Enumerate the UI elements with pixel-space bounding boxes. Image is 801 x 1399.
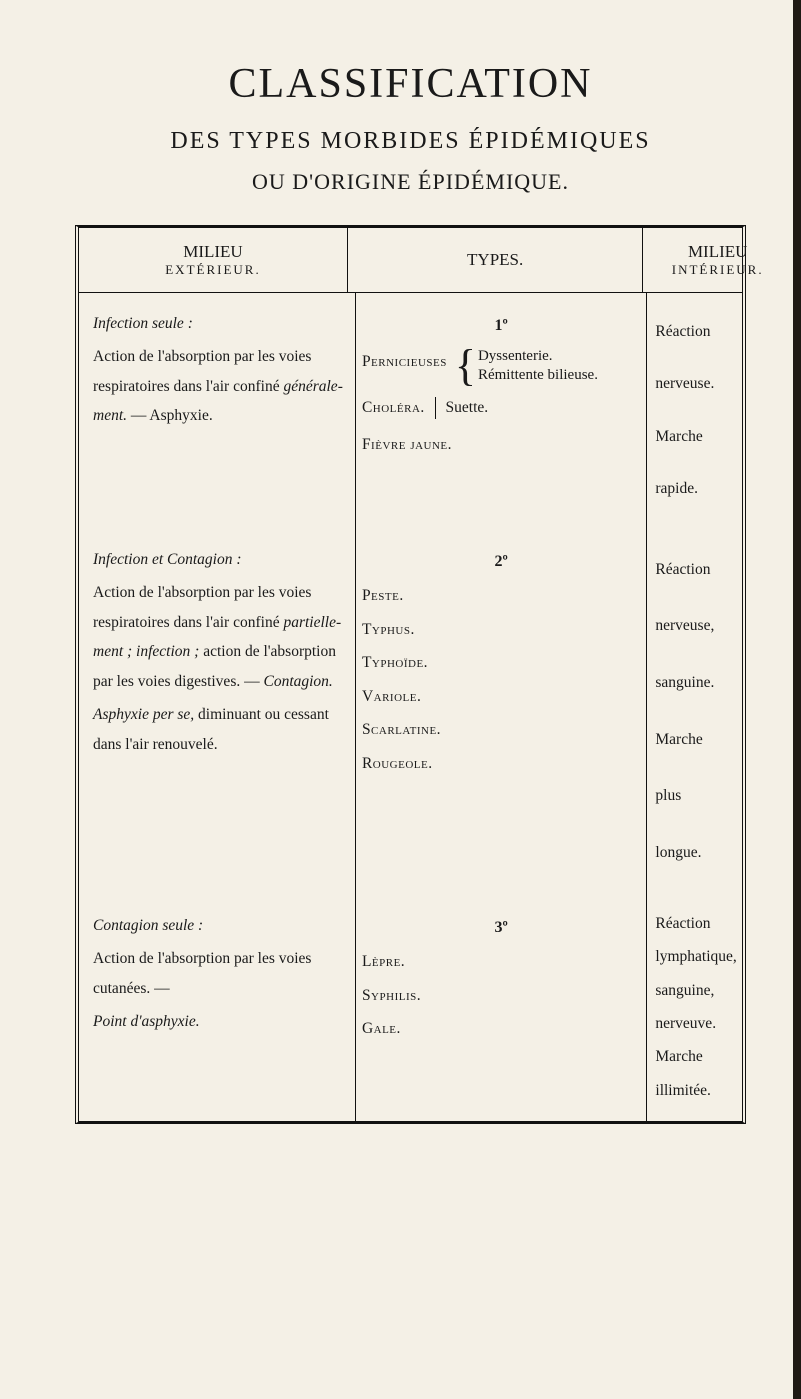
text: lymphatique, <box>655 942 788 971</box>
text: — Asphyxie. <box>127 407 213 424</box>
item: Syphilis. <box>362 981 640 1010</box>
text: Action de l'absorption par les voies res… <box>93 584 311 630</box>
text: Marche <box>655 422 788 451</box>
header-text: MILIEU <box>87 242 339 262</box>
item: Gale. <box>362 1014 640 1043</box>
brace-group: { Dyssenterie. Rémittente bilieuse. <box>453 347 598 385</box>
text: Asphyxie per se, dimi­nuant ou cessant d… <box>93 700 345 759</box>
text: Infection seule : <box>93 309 345 338</box>
sec3-col1: Contagion seule : Action de l'absorption… <box>79 895 356 1121</box>
label: Choléra. <box>362 399 425 416</box>
text: Suette. <box>446 399 489 416</box>
text: Fièvre jaune. <box>362 430 640 459</box>
label: Pernicieuses <box>362 347 447 376</box>
pernicieuses-row: Pernicieuses { Dyssenterie. Rémittente b… <box>362 347 640 385</box>
sec1-col2: 1º Pernicieuses { Dyssenterie. Rémittent… <box>356 293 647 529</box>
divider-icon <box>435 397 436 419</box>
text: sanguine. <box>655 668 788 697</box>
text: plus <box>655 781 788 810</box>
text: longue. <box>655 838 788 867</box>
title-main: CLASSIFICATION <box>75 60 746 108</box>
text: Action de l'absorption par les voies res… <box>93 348 311 394</box>
section-marker: 3º <box>362 907 640 943</box>
sec2-col2: 2º Peste. Typhus. Typhoïde. Variole. Sca… <box>356 529 647 895</box>
text: Action de l'absorption par les voies res… <box>93 342 345 430</box>
text: Point d'asphyxie. <box>93 1007 345 1036</box>
item: Typhoïde. <box>362 648 640 677</box>
section-2: Infection et Contagion : Action de l'abs… <box>79 529 742 895</box>
page: CLASSIFICATION DES TYPES MORBIDES ÉPIDÉM… <box>0 0 801 1399</box>
scan-edge <box>793 0 801 1399</box>
header-types: TYPES. <box>348 228 643 292</box>
text: nerveuse, <box>655 611 788 640</box>
item: Peste. <box>362 581 640 610</box>
title-tert: OU D'ORIGINE ÉPIDÉMIQUE. <box>75 169 746 195</box>
text: nerveuse. <box>655 369 788 398</box>
text: Marche <box>655 725 788 754</box>
header-text: EXTÉRIEUR. <box>87 262 339 278</box>
cholera-row: Choléra. Suette. <box>362 393 640 422</box>
item: Scarlatine. <box>362 715 640 744</box>
text: nerveuve. <box>655 1009 788 1038</box>
header-text: TYPES. <box>467 250 523 270</box>
section-marker: 2º <box>362 541 640 577</box>
sec2-col1: Infection et Contagion : Action de l'abs… <box>79 529 356 895</box>
text: Asphyxie per se, <box>93 706 194 723</box>
text: Réaction <box>655 555 788 584</box>
sec3-col2: 3º Lèpre. Syphilis. Gale. <box>356 895 647 1121</box>
title-sub: DES TYPES MORBIDES ÉPIDÉMIQUES <box>75 128 746 155</box>
text: Contagion. <box>263 673 332 690</box>
header-text: MILIEU <box>651 242 784 262</box>
brace-items: Dyssenterie. Rémittente bilieuse. <box>478 347 598 385</box>
sec3-col3: Réaction lymphatique, sanguine, nerveuve… <box>647 895 794 1121</box>
table-header: MILIEU EXTÉRIEUR. TYPES. MILIEU INTÉRIEU… <box>79 228 742 293</box>
item: Typhus. <box>362 615 640 644</box>
sec2-col3: Réaction nerveuse, sanguine. Marche plus… <box>647 529 794 895</box>
item: Lèpre. <box>362 947 640 976</box>
header-milieu-int: MILIEU INTÉRIEUR. <box>643 228 792 292</box>
text: illimitée. <box>655 1076 788 1105</box>
sec1-col3: Réaction nerveuse. Marche rapide. <box>647 293 794 529</box>
text: sanguine, <box>655 976 788 1005</box>
text: Action de l'absorption par les voies cut… <box>93 944 345 1003</box>
text: Contagion seule : <box>93 911 345 940</box>
item: Variole. <box>362 682 640 711</box>
section-1: Infection seule : Action de l'absorption… <box>79 293 742 529</box>
item: Dyssenterie. <box>478 347 598 366</box>
section-3: Contagion seule : Action de l'absorption… <box>79 895 742 1121</box>
text: Infection et Contagion : <box>93 545 345 574</box>
brace-icon: { <box>455 353 476 379</box>
item: Rémittente bilieuse. <box>478 366 598 385</box>
text: Marche <box>655 1042 788 1071</box>
header-text: INTÉRIEUR. <box>651 262 784 278</box>
classification-table: MILIEU EXTÉRIEUR. TYPES. MILIEU INTÉRIEU… <box>75 225 746 1124</box>
text: Réaction <box>655 317 788 346</box>
text: Réaction <box>655 909 788 938</box>
sec1-col1: Infection seule : Action de l'absorption… <box>79 293 356 529</box>
header-milieu-ext: MILIEU EXTÉRIEUR. <box>79 228 348 292</box>
text: Action de l'absorption par les voies res… <box>93 578 345 696</box>
item: Rougeole. <box>362 749 640 778</box>
text: rapide. <box>655 474 788 503</box>
section-marker: 1º <box>362 305 640 341</box>
